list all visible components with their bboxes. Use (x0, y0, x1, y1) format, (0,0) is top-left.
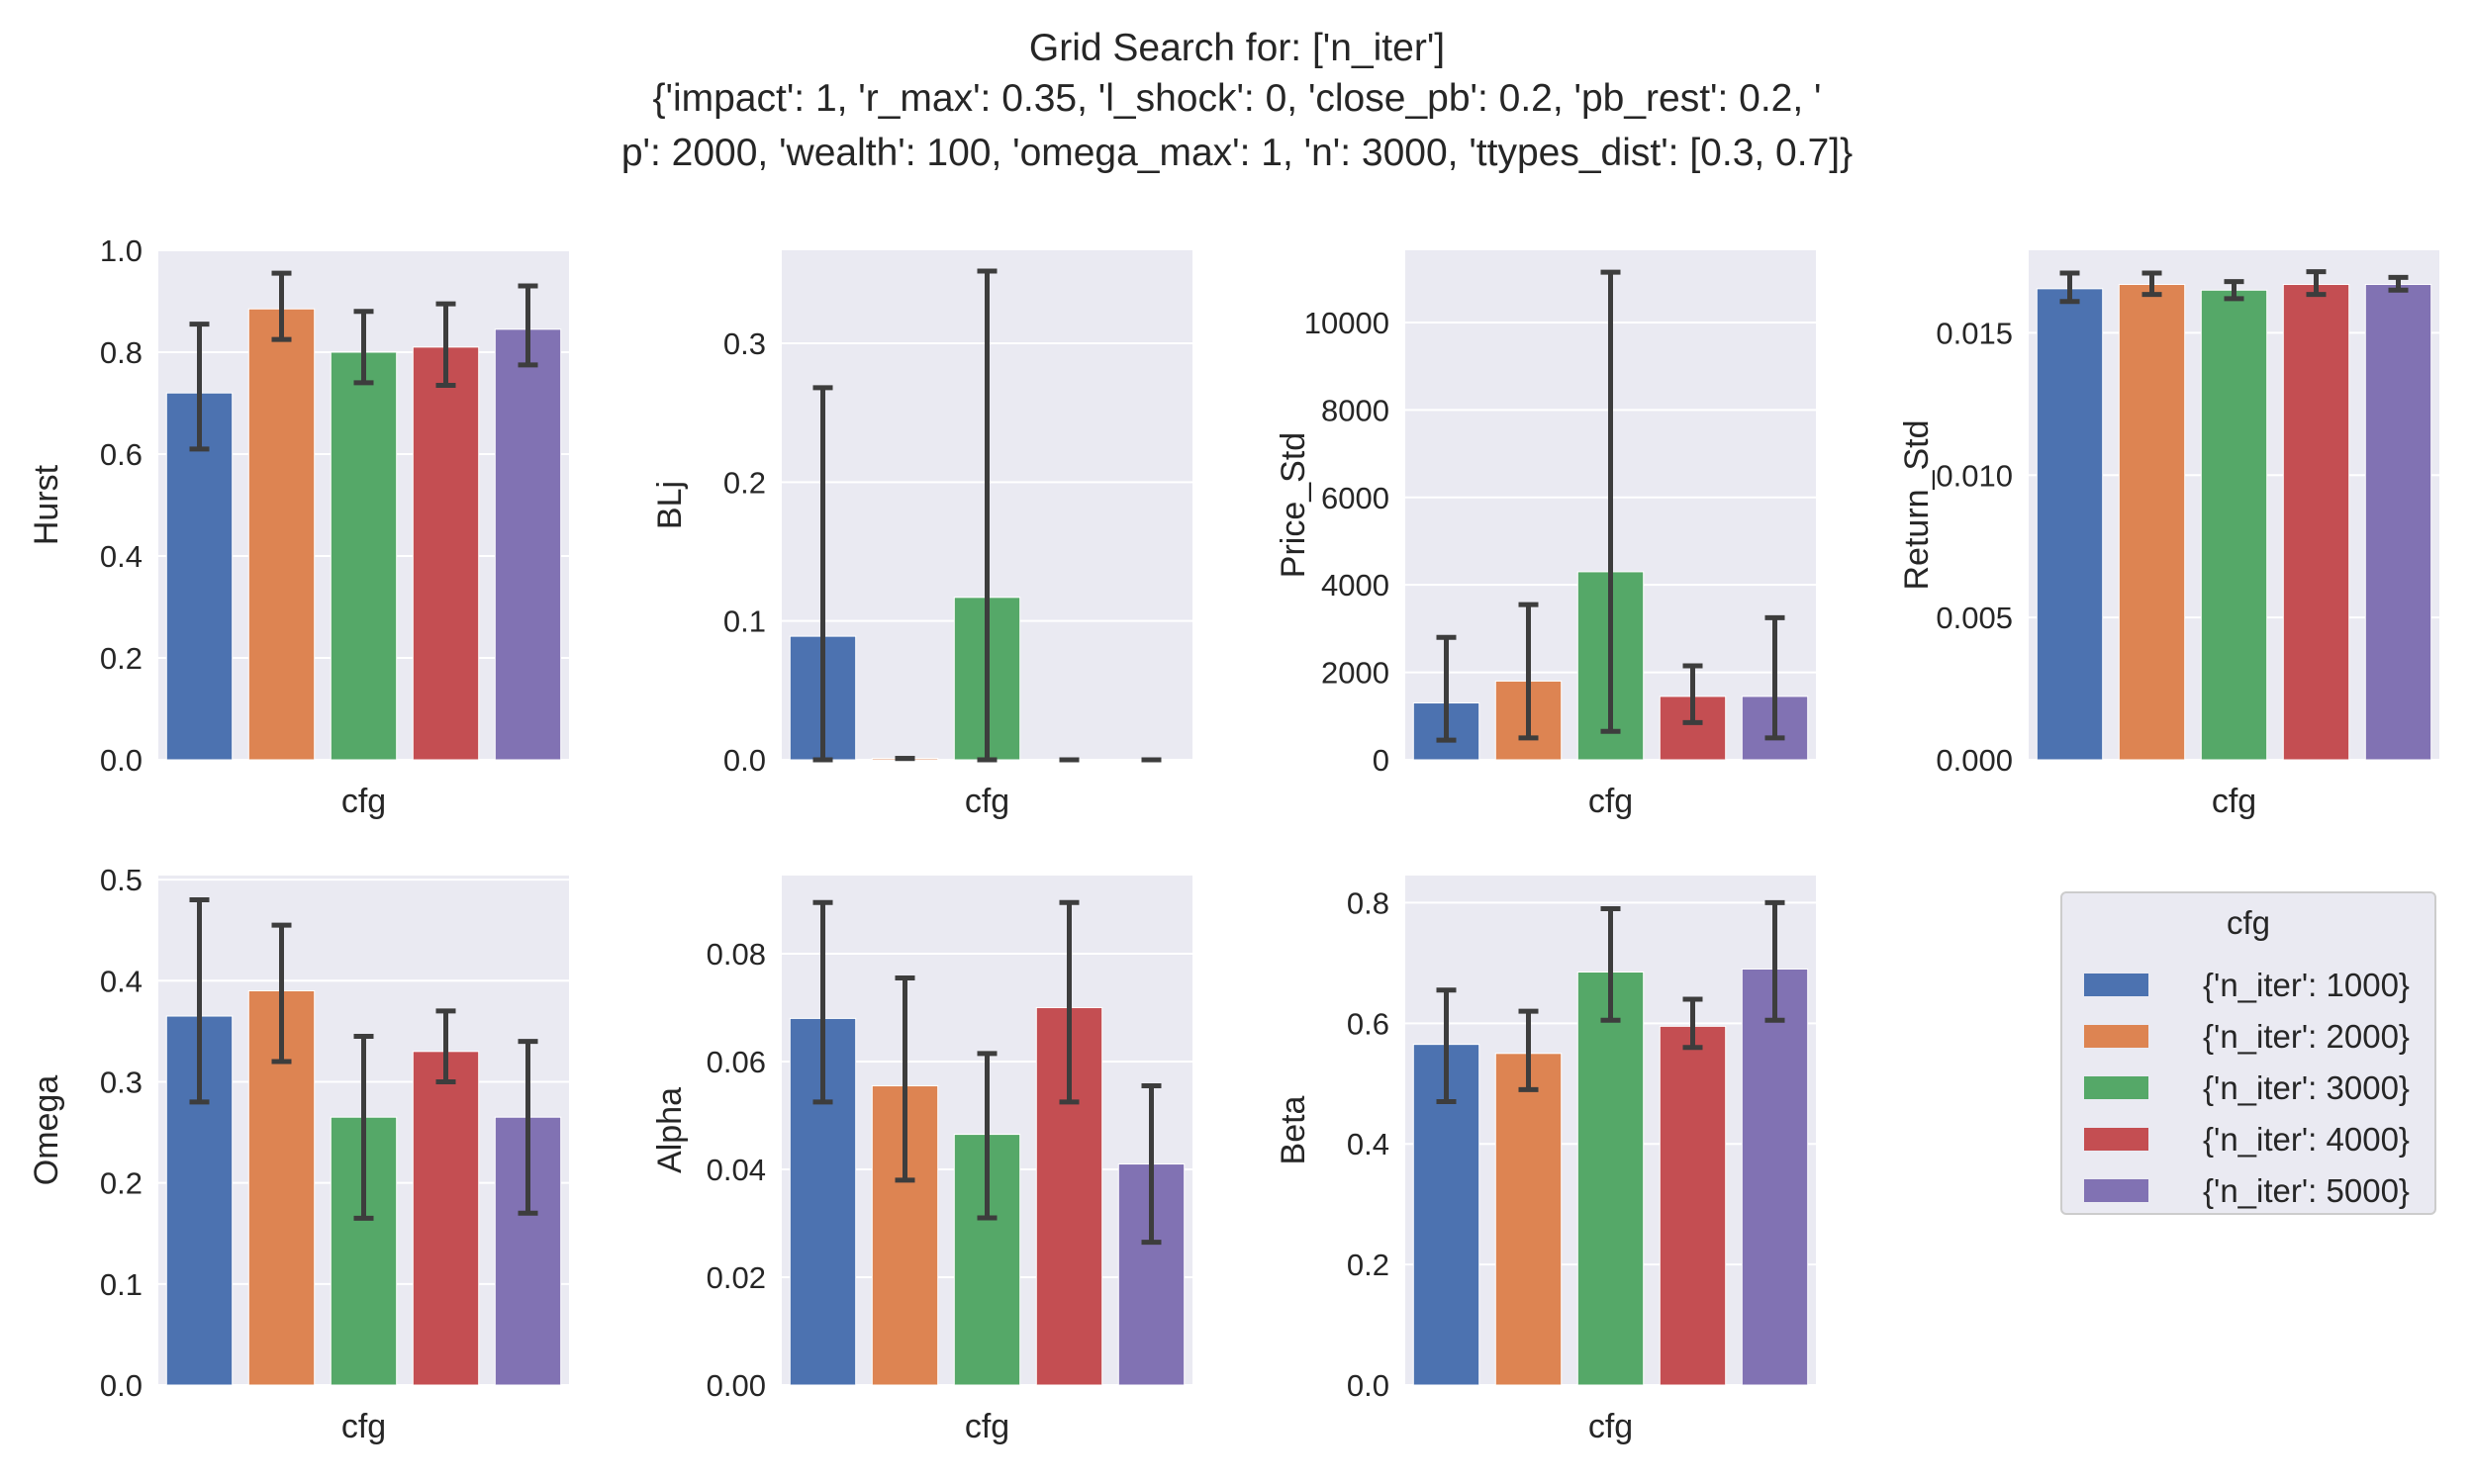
y-tick-label: 10000 (1304, 306, 1389, 340)
y-tick-label: 0.04 (707, 1153, 766, 1187)
y-tick-label: 0.5 (100, 863, 143, 897)
bar (1741, 968, 1809, 1386)
y-tick-label: 0.6 (100, 437, 143, 472)
chart-panel: 0.0 0.2 0.4 0.6 0.8 1.0 cfg Hurst (28, 233, 569, 820)
y-tick-label: 4000 (1321, 568, 1389, 603)
legend-label: {'n_iter': 5000} (2203, 1172, 2410, 1209)
y-tick-label: 0.4 (100, 964, 143, 998)
bar (494, 328, 562, 761)
y-tick-label: 0.4 (100, 539, 143, 574)
y-tick-label: 0.02 (707, 1260, 766, 1295)
y-tick-label: 0.6 (1347, 1006, 1389, 1041)
y-tick-label: 0.2 (1347, 1248, 1389, 1282)
bar (412, 346, 480, 761)
y-tick-label: 0.00 (707, 1368, 766, 1403)
y-tick-label: 0.8 (100, 335, 143, 370)
legend-swatch (2084, 1076, 2148, 1099)
legend-swatch (2084, 1025, 2148, 1048)
bar (1659, 1025, 1727, 1386)
bar (330, 351, 398, 761)
chart-title-line-1: Grid Search for: ['n_iter'] (1028, 27, 1446, 69)
y-tick-label: 0.2 (100, 1166, 143, 1201)
legend-label: {'n_iter': 3000} (2203, 1069, 2410, 1106)
legend: cfg {'n_iter': 1000} {'n_iter': 2000} {'… (2060, 891, 2436, 1215)
y-tick-label: 6000 (1321, 481, 1389, 515)
legend-item: {'n_iter': 5000} (2084, 1166, 2430, 1216)
y-tick-label: 0.08 (707, 937, 766, 972)
x-axis-label: cfg (965, 783, 1009, 820)
y-tick-label: 0.8 (1347, 885, 1389, 920)
legend-title: cfg (2226, 904, 2271, 941)
x-axis-label: cfg (965, 1408, 1009, 1445)
y-tick-label: 0 (1373, 743, 1389, 778)
legend-swatch (2084, 1128, 2148, 1151)
y-axis-label: Return_Std (1898, 420, 1936, 591)
chart-title-line-2: {'impact': 1, 'r_max': 0.35, 'l_shock': … (652, 77, 1822, 120)
bar (412, 1051, 480, 1386)
x-axis-label: cfg (341, 783, 386, 820)
y-tick-label: 0.4 (1347, 1127, 1389, 1161)
chart-panel: 0.000 0.005 0.010 0.015 cfg Return_Std (1898, 250, 2439, 820)
x-axis-label: cfg (2212, 783, 2256, 820)
y-tick-label: 0.3 (100, 1065, 143, 1099)
x-axis-label: cfg (1588, 1408, 1633, 1445)
y-tick-label: 0.06 (707, 1045, 766, 1079)
legend-label: {'n_iter': 4000} (2203, 1121, 2410, 1158)
y-axis-label: Omega (28, 1075, 65, 1186)
y-tick-label: 0.010 (1936, 458, 2013, 493)
y-tick-label: 0.1 (723, 604, 766, 639)
legend-swatch (2084, 1179, 2148, 1202)
bar (1494, 1053, 1563, 1386)
bar (2118, 284, 2186, 761)
y-tick-label: 0.2 (723, 465, 766, 500)
x-axis-label: cfg (341, 1408, 386, 1445)
chart-panel: 0.0 0.1 0.2 0.3 0.4 0.5 cfg Omega (28, 863, 569, 1445)
bar (2200, 289, 2268, 761)
chart-title-line-3: p': 2000, 'wealth': 100, 'omega_max': 1,… (620, 132, 1854, 174)
y-tick-label: 8000 (1321, 393, 1389, 427)
y-tick-label: 0.0 (100, 743, 143, 778)
y-axis-label: Hurst (28, 464, 65, 545)
y-tick-label: 0.0 (1347, 1368, 1389, 1403)
chart-panel: 0.0 0.2 0.4 0.6 0.8 cfg Beta (1275, 876, 1816, 1445)
bar (247, 308, 316, 761)
y-tick-label: 0.000 (1936, 743, 2013, 778)
chart-panel: 0 2000 4000 6000 8000 10000 cfg Price_Std (1275, 250, 1816, 820)
bar (1576, 972, 1645, 1386)
bar (165, 392, 234, 761)
legend-swatch (2084, 974, 2148, 996)
legend-label: {'n_iter': 1000} (2203, 967, 2410, 1003)
y-tick-label: 0.005 (1936, 601, 2013, 635)
legend-item: {'n_iter': 4000} (2084, 1115, 2430, 1164)
y-tick-label: 0.015 (1936, 316, 2013, 350)
y-tick-label: 1.0 (100, 233, 143, 268)
bar (2036, 288, 2104, 761)
legend-label: {'n_iter': 2000} (2203, 1018, 2410, 1055)
legend-item: {'n_iter': 2000} (2084, 1012, 2430, 1062)
legend-item: {'n_iter': 3000} (2084, 1064, 2430, 1113)
y-tick-label: 0.0 (723, 743, 766, 778)
y-tick-label: 2000 (1321, 656, 1389, 691)
y-axis-label: Beta (1275, 1095, 1312, 1164)
y-tick-label: 0.1 (100, 1267, 143, 1302)
bar (2282, 284, 2350, 761)
y-tick-label: 0.3 (723, 326, 766, 361)
chart-panel: 0.00 0.02 0.04 0.06 0.08 cfg Alpha (651, 876, 1192, 1445)
y-axis-label: Alpha (651, 1087, 689, 1173)
y-axis-label: Price_Std (1275, 432, 1312, 578)
bar (2364, 284, 2432, 761)
y-tick-label: 0.0 (100, 1368, 143, 1403)
chart-panel: 0.0 0.1 0.2 0.3 cfg BLj (651, 250, 1192, 820)
x-axis-label: cfg (1588, 783, 1633, 820)
legend-item: {'n_iter': 1000} (2084, 961, 2430, 1010)
y-axis-label: BLj (651, 481, 689, 529)
y-tick-label: 0.2 (100, 641, 143, 676)
